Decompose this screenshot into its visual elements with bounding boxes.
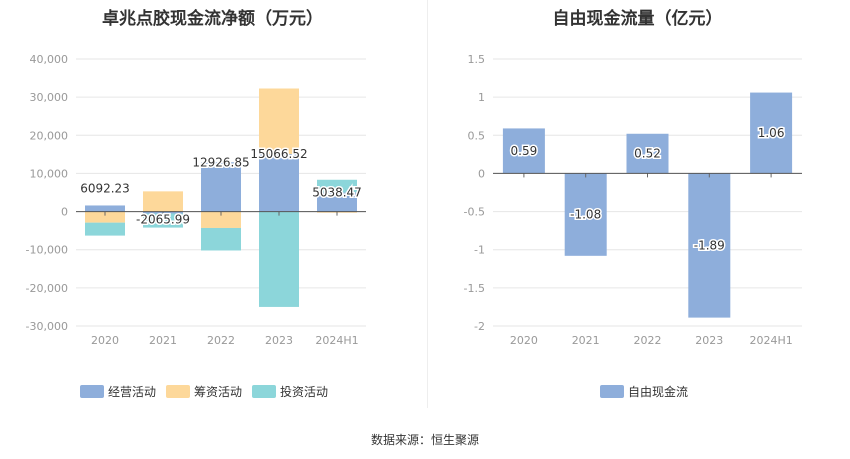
- bar: [143, 191, 183, 212]
- data-label: -1.08: [570, 208, 601, 222]
- data-label: 12926.85: [192, 155, 249, 169]
- legend-swatch: [600, 385, 624, 398]
- bar: [317, 179, 357, 193]
- bar: [502, 128, 545, 174]
- x-tick-label: 2020: [91, 334, 119, 347]
- y-tick-label: 10,000: [30, 167, 69, 180]
- y-tick-label: 0: [478, 167, 485, 180]
- x-tick-label: 2023: [695, 334, 723, 347]
- left-chart-title: 卓兆点胶现金流净额（万元）: [102, 9, 323, 29]
- legend-label: 经营活动: [108, 385, 157, 399]
- bar: [85, 222, 125, 236]
- y-tick-label: 0.5: [468, 129, 486, 142]
- data-label: -1.89: [694, 239, 725, 253]
- y-tick-label: 0: [61, 206, 68, 219]
- x-tick-label: 2021: [149, 334, 177, 347]
- bar: [626, 133, 669, 174]
- bar: [201, 162, 241, 212]
- data-label: 0.52: [634, 147, 661, 161]
- y-tick-label: 1.5: [468, 53, 486, 66]
- y-tick-label: -10,000: [26, 244, 68, 257]
- legend-swatch: [80, 385, 104, 398]
- right-chart-legend: 自由现金流: [600, 383, 688, 400]
- right-chart: 1.5 1 0.5 0 -0.5 -1 -1.5 -2 2020 2021 2022 2023 2024…: [464, 53, 802, 347]
- x-tick-label: 2020: [510, 334, 538, 347]
- legend-item[interactable]: 筹资活动: [166, 383, 242, 400]
- bar: [259, 88, 299, 155]
- x-tick-label: 2024H1: [749, 334, 792, 347]
- y-tick-label: -30,000: [26, 320, 68, 333]
- bar: [259, 211, 299, 307]
- bar: [317, 192, 357, 212]
- bar: [143, 213, 183, 228]
- legend-label: 投资活动: [280, 385, 329, 399]
- bar: [85, 211, 125, 223]
- y-tick-label: 20,000: [30, 129, 69, 142]
- x-tick-label: 2024H1: [315, 334, 358, 347]
- bar: [201, 227, 241, 251]
- y-tick-label: 30,000: [30, 91, 69, 104]
- bar: [259, 154, 299, 212]
- x-tick-label: 2022: [207, 334, 235, 347]
- y-tick-label: 1: [478, 91, 485, 104]
- data-label: 6092.23: [80, 181, 130, 195]
- bar: [688, 173, 731, 318]
- y-tick-label: -20,000: [26, 282, 68, 295]
- bar: [564, 173, 607, 256]
- bar: [750, 92, 793, 174]
- legend-item[interactable]: 投资活动: [252, 383, 328, 400]
- legend-swatch: [166, 385, 191, 398]
- chart-divider: [427, 0, 428, 408]
- bar: [85, 205, 125, 212]
- data-label: -2065.99: [136, 212, 190, 226]
- legend-label: 筹资活动: [194, 385, 243, 399]
- data-label: 5038.47: [312, 185, 362, 199]
- left-chart-legend: 经营活动 筹资活动 投资活动: [80, 383, 328, 400]
- data-label: 15066.52: [250, 147, 307, 161]
- legend-label: 自由现金流: [628, 385, 689, 399]
- y-tick-label: -1.5: [464, 282, 485, 295]
- y-tick-label: -0.5: [464, 206, 485, 219]
- data-label: 0.59: [511, 144, 538, 158]
- legend-item[interactable]: 自由现金流: [600, 383, 688, 400]
- y-tick-label: -1: [474, 244, 485, 257]
- left-chart: 40,000 30,000 20,000 10,000 0 -10,000 -20,000 -…: [26, 53, 366, 347]
- data-label: 1.06: [758, 126, 785, 140]
- data-source-note: 数据来源：恒生聚源: [370, 433, 479, 447]
- right-chart-title: 自由现金流量（亿元）: [552, 9, 723, 29]
- x-tick-label: 2022: [634, 334, 662, 347]
- legend-swatch: [252, 385, 277, 398]
- bar: [201, 211, 241, 228]
- x-tick-label: 2023: [265, 334, 293, 347]
- y-tick-label: 40,000: [30, 53, 69, 66]
- legend-item[interactable]: 经营活动: [80, 383, 156, 400]
- x-tick-label: 2021: [572, 334, 600, 347]
- y-tick-label: -2: [474, 320, 485, 333]
